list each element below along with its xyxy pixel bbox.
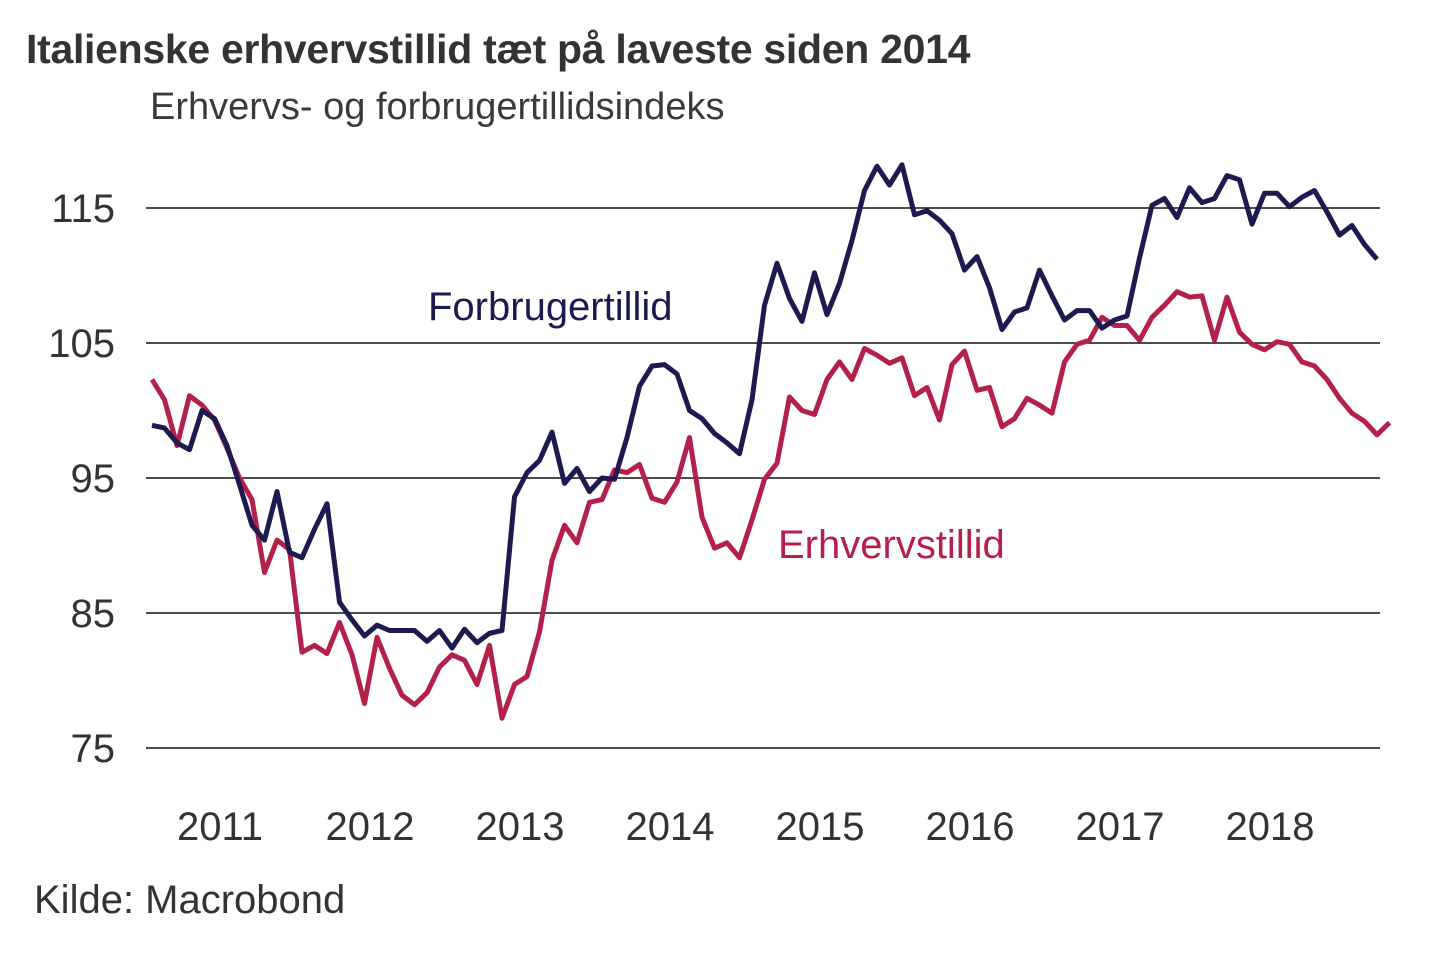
x-tick-label: 2011 [177,805,263,849]
series-line-erhvervstillid [149,289,1392,721]
y-tick-label: 105 [48,322,115,366]
chart-title: Italienske erhvervstillid tæt på laveste… [26,26,971,72]
series-line-forbrugertillid [151,162,1379,651]
y-tick-label: 85 [71,592,116,636]
y-tick-label: 115 [51,187,115,231]
series-label-erhvervstillid: Erhvervstillid [778,523,1005,567]
x-tick-label: 2012 [326,805,415,849]
x-tick-label: 2018 [1226,805,1315,849]
x-tick-label: 2017 [1076,805,1165,849]
x-tick-label: 2013 [476,805,565,849]
x-tick-label: 2016 [926,805,1015,849]
source-note: Kilde: Macrobond [34,878,346,922]
y-tick-label: 75 [71,727,116,771]
series-lines [149,162,1392,721]
series-label-forbrugertillid: Forbrugertillid [428,285,673,329]
y-axis-ticks: 115 105 95 85 75 [48,187,115,771]
y-tick-label: 95 [71,457,116,501]
x-axis-ticks: 2011 2012 2013 2014 2015 2016 2017 2018 [177,805,1315,849]
x-tick-label: 2015 [776,805,865,849]
x-tick-label: 2014 [626,805,715,849]
chart-subtitle: Erhvervs- og forbrugertillidsindeks [150,86,725,128]
